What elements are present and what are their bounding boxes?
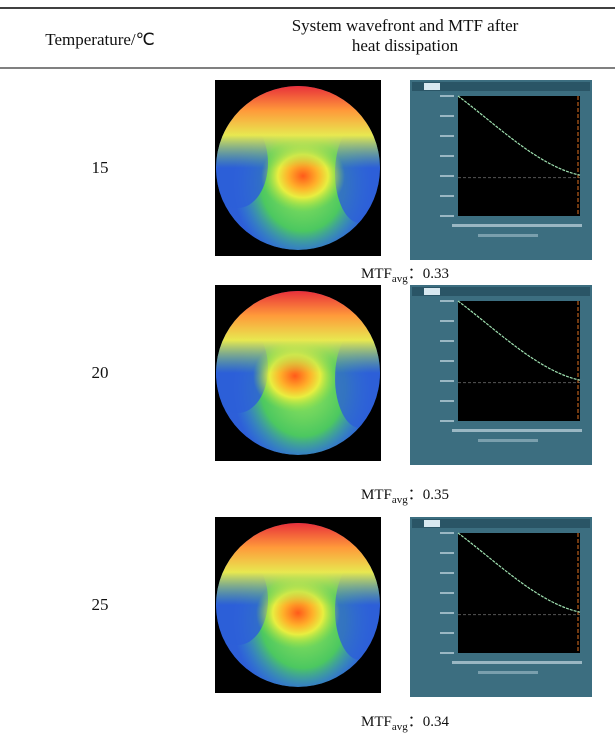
mtf-logo [424, 83, 440, 90]
mtf-tick [440, 175, 454, 177]
mtf-text: MTF [361, 266, 392, 282]
mtf-text: MTF [361, 714, 392, 730]
mtf-tick [440, 532, 454, 534]
mtf-value: 0.35 [422, 487, 449, 503]
mtf-titlebar [412, 519, 590, 528]
wavefront [216, 86, 380, 250]
mtf-tick [440, 400, 454, 402]
mtf-value: 0.34 [422, 714, 449, 730]
mtf-axis-text [452, 661, 582, 664]
mtf-tick [440, 612, 454, 614]
wavefront-cap [216, 86, 380, 250]
mtf-curve [457, 95, 581, 176]
header-cell: Temperature/℃ [45, 30, 155, 49]
mtf-axis-text [478, 671, 538, 674]
mtf-tick [440, 652, 454, 654]
mtf-curve [457, 532, 581, 613]
mtf-logo [424, 520, 440, 527]
mtf-tick [440, 320, 454, 322]
mtf-axis-text [478, 439, 538, 442]
mtf-tick [440, 195, 454, 197]
mtf-subscript: avg [391, 494, 408, 506]
temperature: 20 [91, 363, 109, 382]
mtf-label: MTFavg：0.35 [361, 483, 449, 506]
mtf-label: MTFavg：0.33 [361, 262, 449, 285]
mtf-tick [440, 380, 454, 382]
wavefront-cap [216, 291, 380, 455]
mtf-plot [458, 301, 580, 421]
mtf-logo [424, 288, 440, 295]
mtf-tick [440, 572, 454, 574]
mtf-tick [440, 360, 454, 362]
header-line: System wavefront and MTF after [291, 16, 519, 35]
mtf-label: MTFavg：0.34 [361, 710, 449, 733]
mtf-plot [458, 533, 580, 653]
header-cell: System wavefront and MTF after heat diss… [292, 16, 519, 56]
mtf-curve [457, 300, 581, 381]
mtf-tick [440, 95, 454, 97]
mtf-text: MTF [361, 487, 392, 503]
mtf-tick [440, 155, 454, 157]
mtf-tick [440, 592, 454, 594]
mtf-separator: ： [407, 714, 423, 730]
mtf-subscript: avg [391, 273, 408, 285]
mtf-titlebar [412, 287, 590, 296]
mtf-axis-text [478, 234, 538, 237]
mtf-subscript: avg [391, 721, 408, 733]
mtf-separator: ： [407, 487, 423, 503]
mtf-axis-text [452, 429, 582, 432]
header-line: heat dissipation [351, 36, 459, 55]
mtf-tick [440, 420, 454, 422]
mtf-plot [458, 96, 580, 216]
mtf-tick [440, 135, 454, 137]
temperature: 25 [91, 595, 109, 614]
mtf-tick [440, 115, 454, 117]
mtf-titlebar [412, 82, 590, 91]
wavefront-cap [216, 523, 380, 687]
wavefront [216, 523, 380, 687]
mtf-tick [440, 632, 454, 634]
wavefront [216, 291, 380, 455]
mtf-tick [440, 215, 454, 217]
mtf-axis-text [452, 224, 582, 227]
mtf-tick [440, 300, 454, 302]
mtf-tick [440, 552, 454, 554]
temperature: 15 [91, 158, 109, 177]
mtf-tick [440, 340, 454, 342]
mtf-separator: ： [407, 266, 423, 282]
mtf-value: 0.33 [422, 266, 449, 282]
